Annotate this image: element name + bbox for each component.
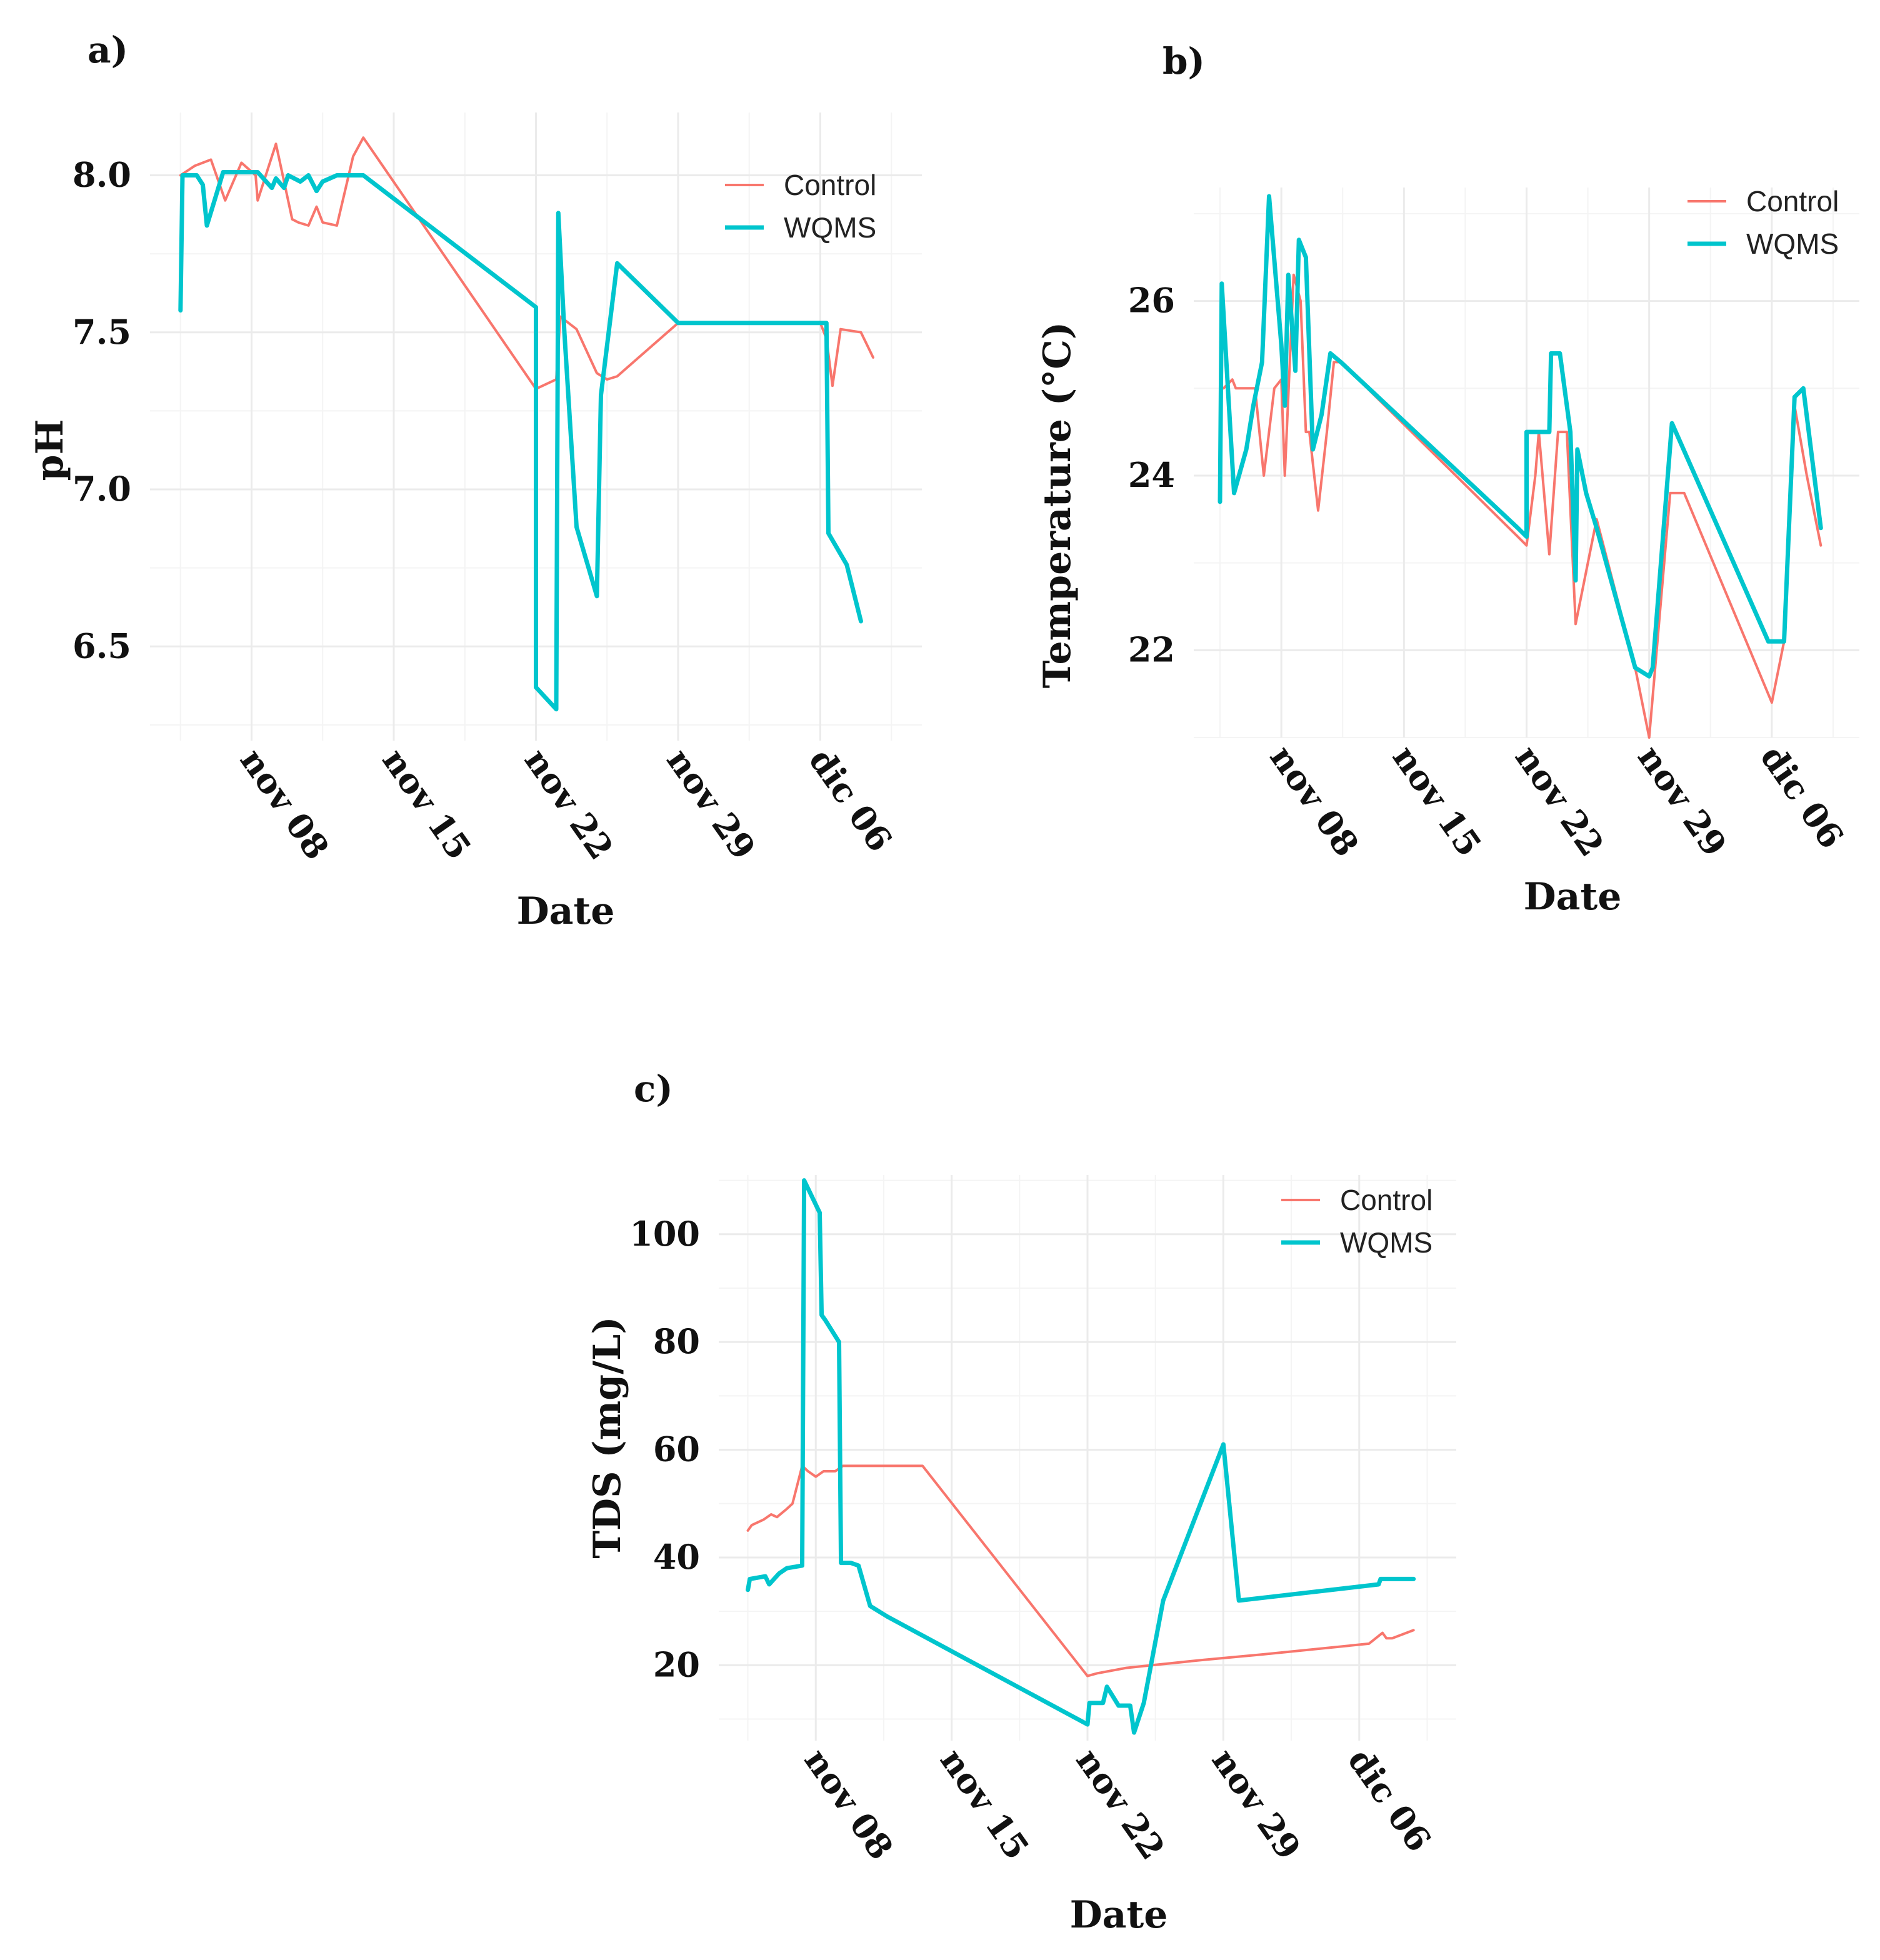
panel-a-x-ticks: nov 08 nov 15 nov 22 nov 29 dic 06 (232, 741, 901, 867)
panel-c-series (746, 1178, 1416, 1735)
panel-a-y-axis-title: pH (28, 419, 72, 481)
y-tick-label: 80 (653, 1321, 700, 1361)
x-tick-label: dic 06 (1340, 1741, 1439, 1859)
x-tick-label: dic 06 (801, 741, 901, 859)
y-tick-label: 7.5 (72, 312, 131, 352)
series-line-control (746, 1464, 1415, 1678)
y-tick-label: 100 (629, 1214, 700, 1254)
x-tick-label: nov 15 (1385, 738, 1489, 864)
y-tick-label: 60 (653, 1429, 700, 1469)
panel-c-y-axis-title: TDS (mg/L) (586, 1316, 629, 1558)
y-tick-label: 24 (1128, 455, 1175, 495)
x-tick-label: nov 29 (1630, 738, 1734, 864)
x-tick-label: nov 08 (1262, 738, 1366, 864)
series-line-wqms (1218, 194, 1823, 679)
panel-a: a) 6.5 7.0 7.5 8.0 nov 08 nov 15 nov 22 nov 29… (28, 29, 922, 933)
panel-b-label: b) (1162, 40, 1205, 82)
x-tick-label: dic 06 (1752, 738, 1852, 856)
panel-a-legend: Control WQMS (725, 169, 876, 244)
panel-a-x-axis-title: Date (517, 889, 615, 933)
y-tick-label: 8.0 (72, 155, 131, 195)
legend-label-wqms: WQMS (1746, 228, 1839, 260)
panel-c-legend: Control WQMS (1281, 1184, 1432, 1259)
panel-b: b) 22 24 26 nov 08 nov 15 nov 22 nov 29 dic 06… (1036, 40, 1859, 919)
legend-label-control: Control (1340, 1184, 1432, 1216)
panel-c-x-ticks: nov 08 nov 15 nov 22 nov 29 dic 06 (797, 1741, 1439, 1867)
x-tick-label: nov 22 (1508, 738, 1612, 864)
legend-label-control: Control (1746, 185, 1839, 218)
y-tick-label: 6.5 (72, 626, 131, 666)
y-tick-label: 20 (653, 1644, 700, 1684)
series-line-wqms (746, 1178, 1416, 1735)
panel-b-legend: Control WQMS (1688, 185, 1839, 260)
panel-a-y-ticks: 6.5 7.0 7.5 8.0 (72, 155, 131, 666)
panel-c-y-ticks: 20 40 60 80 100 (629, 1214, 700, 1685)
panel-b-y-axis-title: Temperature (°C) (1036, 322, 1079, 689)
panel-a-label: a) (88, 29, 128, 71)
x-tick-label: nov 29 (1204, 1741, 1309, 1867)
x-tick-label: nov 22 (1068, 1741, 1172, 1867)
x-tick-label: nov 15 (374, 741, 479, 867)
y-tick-label: 40 (653, 1537, 700, 1577)
panel-b-x-axis-title: Date (1524, 875, 1622, 919)
y-tick-label: 26 (1128, 281, 1175, 321)
legend-label-wqms: WQMS (1340, 1226, 1432, 1259)
legend-label-control: Control (784, 169, 876, 201)
panel-b-x-ticks: nov 08 nov 15 nov 22 nov 29 dic 06 (1262, 738, 1851, 864)
y-tick-label: 7.0 (72, 469, 131, 509)
series-line-control (1219, 273, 1822, 739)
y-tick-label: 22 (1128, 629, 1175, 669)
panel-a-series (178, 136, 874, 712)
panel-c-x-axis-title: Date (1070, 1893, 1168, 1937)
series-line-wqms (178, 170, 863, 712)
x-tick-label: nov 08 (232, 741, 337, 867)
panel-b-y-ticks: 22 24 26 (1128, 281, 1175, 670)
panel-c: c) 20 40 60 80 100 nov 08 nov 15 nov 22 nov 29 d… (586, 1068, 1456, 1937)
legend-label-wqms: WQMS (784, 211, 876, 244)
panel-c-gridlines (719, 1175, 1456, 1741)
x-tick-label: nov 15 (932, 1741, 1037, 1867)
panel-c-label: c) (634, 1068, 673, 1110)
panel-b-series (1218, 194, 1823, 739)
x-tick-label: nov 08 (797, 1741, 901, 1867)
x-tick-label: nov 29 (659, 741, 763, 867)
x-tick-label: nov 22 (517, 741, 621, 867)
